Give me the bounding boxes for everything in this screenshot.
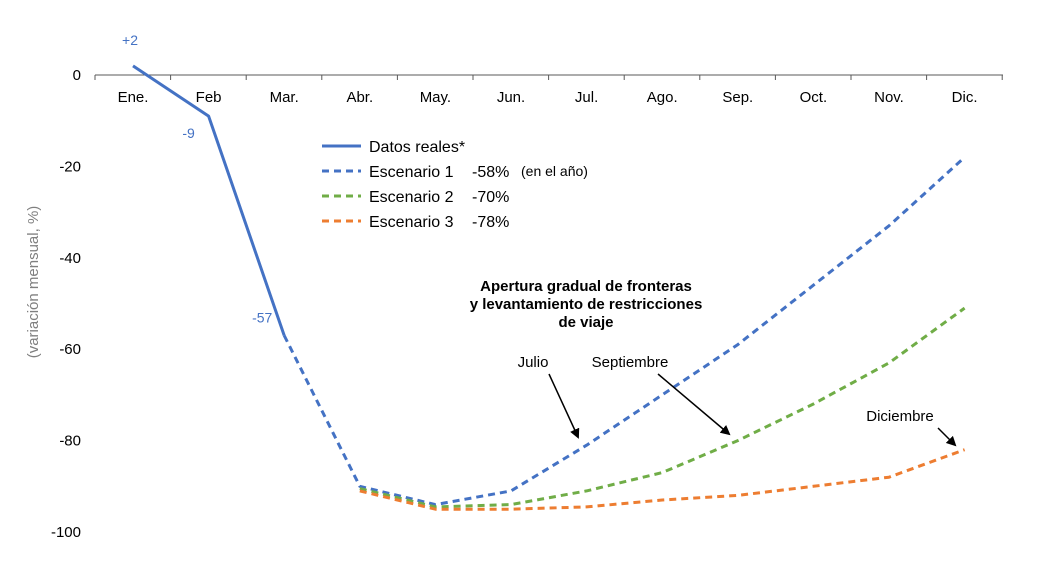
data-label: -9 — [182, 125, 195, 141]
annotation-title-line: y levantamiento de restricciones — [470, 296, 703, 313]
legend-note: (en el año) — [521, 163, 588, 179]
y-tick-label: -60 — [59, 341, 81, 358]
y-tick-label: -40 — [59, 250, 81, 267]
annotation-label: Julio — [518, 354, 549, 371]
annotation-label: Septiembre — [592, 354, 669, 371]
data-labels: +2 -9 -57 — [122, 32, 273, 326]
x-tick-label: Abr. — [346, 89, 373, 106]
annotation-arrow — [937, 427, 957, 447]
legend-value: -70% — [472, 189, 509, 206]
y-tick-label: -20 — [59, 158, 81, 175]
x-tick-label: Oct. — [800, 89, 828, 106]
x-tick-label: Jul. — [575, 89, 598, 106]
y-tick-label: 0 — [73, 67, 81, 84]
legend-label: Escenario 3 — [369, 214, 454, 231]
annotation-arrow — [548, 373, 580, 439]
x-tick-label: Ene. — [118, 89, 149, 106]
x-tick-label: May. — [420, 89, 451, 106]
legend-value: -58% — [472, 164, 509, 181]
series-lines — [132, 64, 966, 511]
legend-label: Escenario 1 — [369, 164, 454, 181]
y-tick-label: -100 — [51, 524, 81, 541]
x-tick-label: Dic. — [952, 89, 978, 106]
annotation-title-line: Apertura gradual de fronteras — [480, 278, 692, 295]
x-tick-label: Mar. — [270, 89, 299, 106]
series-line-2 — [282, 156, 966, 507]
series-line-1 — [132, 64, 286, 336]
legend-label: Datos reales* — [369, 139, 465, 156]
annotation-arrow — [657, 373, 731, 436]
annotation-label: Diciembre — [866, 408, 934, 425]
axes: Ene. Feb Mar. Abr. May. Jun. Jul. Ago. Sep. Oct. N… — [25, 67, 1003, 541]
x-tick-label: Feb — [196, 89, 222, 106]
x-tick-label: Ago. — [647, 89, 678, 106]
x-tick-label: Sep. — [722, 89, 753, 106]
legend: Datos reales* Escenario 1 -58% (en el año) E… — [322, 139, 588, 231]
legend-label: Escenario 2 — [369, 189, 454, 206]
series-line-4 — [359, 448, 966, 511]
x-tick-label: Nov. — [874, 89, 904, 106]
data-label: +2 — [122, 32, 138, 48]
y-axis-title: (variación mensual, %) — [25, 206, 42, 359]
series-line-3 — [359, 306, 966, 509]
legend-value: -78% — [472, 214, 509, 231]
x-tick-label: Jun. — [497, 89, 525, 106]
annotation-title-line: de viaje — [558, 314, 613, 331]
y-tick-label: -80 — [59, 433, 81, 450]
data-label: -57 — [252, 309, 272, 325]
